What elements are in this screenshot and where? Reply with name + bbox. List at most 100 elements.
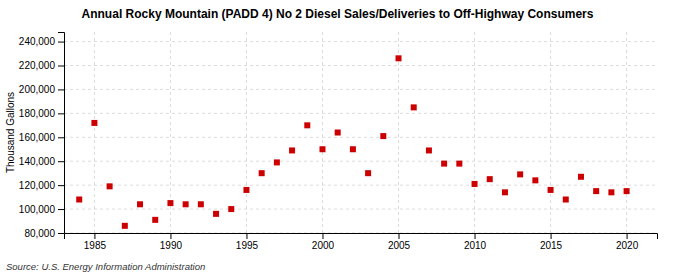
x-tick-mark <box>322 233 323 239</box>
point <box>608 189 614 195</box>
x-tick-mark <box>627 233 628 239</box>
point <box>380 133 386 139</box>
point <box>137 201 143 207</box>
y-tick-mark <box>58 233 64 234</box>
title: Annual Rocky Mountain (PADD 4) No 2 Dies… <box>82 7 594 21</box>
point <box>517 171 523 177</box>
point <box>335 130 341 136</box>
y-tick-mark <box>58 42 64 43</box>
point <box>319 146 325 152</box>
point <box>228 206 234 212</box>
x-tick: 2015 <box>540 233 563 251</box>
source-note: Source: U.S. Energy Information Administ… <box>6 261 205 272</box>
x-grid-line <box>246 32 247 233</box>
x-tick-mark <box>246 233 247 239</box>
y-axis: 80,000 100,000 120,000 140,000 160,000 180,00… <box>19 33 65 239</box>
y-tick-label: 100,000 <box>19 204 56 215</box>
point <box>289 147 295 153</box>
point <box>548 187 554 193</box>
point <box>426 147 432 153</box>
x-axis: 19851990199520002005201020152020 <box>65 233 658 251</box>
x-grid-line <box>550 32 551 233</box>
point <box>152 217 158 223</box>
y-axis-line <box>58 33 65 234</box>
y-tick-mark <box>58 161 64 162</box>
grid <box>64 32 657 233</box>
point <box>91 120 97 126</box>
y-tick-mark <box>58 66 64 67</box>
y-tick-label: 220,000 <box>19 60 56 71</box>
y-axis-title: Thousand Gallons <box>5 92 16 173</box>
point <box>487 176 493 182</box>
point <box>213 211 219 217</box>
y-tick: 120,000 <box>19 180 64 191</box>
y-tick: 80,000 <box>24 228 64 239</box>
point <box>593 188 599 194</box>
x-tick: 2000 <box>312 233 335 251</box>
y-tick: 200,000 <box>19 84 64 95</box>
point <box>274 159 280 165</box>
point <box>502 189 508 195</box>
y-grid-line <box>64 137 657 138</box>
x-tick: 2010 <box>464 233 487 251</box>
y-grid-line <box>64 65 657 66</box>
point <box>472 181 478 187</box>
y-tick: 240,000 <box>19 36 64 47</box>
y-grid-line <box>64 89 657 90</box>
x-axis-line <box>65 234 658 240</box>
x-tick-mark <box>551 233 552 239</box>
point <box>624 188 630 194</box>
y-tick-mark <box>58 89 64 90</box>
x-tick-label: 2015 <box>540 240 563 251</box>
point <box>532 177 538 183</box>
x-tick-mark <box>475 233 476 239</box>
point <box>183 201 189 207</box>
point <box>107 183 113 189</box>
x-tick: 2005 <box>388 233 411 251</box>
x-grid-line <box>626 32 627 233</box>
x-tick-label: 2000 <box>312 240 335 251</box>
x-grid-line <box>398 32 399 233</box>
chart-svg: 1985199019952000200520102015202080,00010… <box>0 0 675 275</box>
x-tick-mark <box>170 233 171 239</box>
y-tick: 220,000 <box>19 60 64 71</box>
x-tick-label: 1990 <box>160 240 183 251</box>
point <box>456 161 462 167</box>
point <box>563 197 569 203</box>
x-tick-mark <box>399 233 400 239</box>
y-tick-mark <box>58 137 64 138</box>
x-tick: 1990 <box>160 233 183 251</box>
y-tick: 180,000 <box>19 108 64 119</box>
point <box>122 223 128 229</box>
y-tick-label: 120,000 <box>19 180 56 191</box>
y-tick: 160,000 <box>19 132 64 143</box>
y-tick-label: 240,000 <box>19 36 56 47</box>
y-grid-line <box>64 41 657 42</box>
x-tick: 1995 <box>236 233 259 251</box>
x-tick-mark <box>94 233 95 239</box>
points <box>76 55 629 229</box>
y-tick-label: 140,000 <box>19 156 56 167</box>
x-tick: 2020 <box>616 233 639 251</box>
x-tick-label: 2020 <box>616 240 639 251</box>
point <box>259 170 265 176</box>
y-grid-line <box>64 113 657 114</box>
x-grid-line <box>322 32 323 233</box>
point <box>76 197 82 203</box>
y-grid-line <box>64 161 657 162</box>
y-grid-line <box>64 185 657 186</box>
point <box>411 104 417 110</box>
chart-container: 1985199019952000200520102015202080,00010… <box>0 0 675 275</box>
y-tick: 100,000 <box>19 204 64 215</box>
plot-area: 1985199019952000200520102015202080,00010… <box>19 32 658 251</box>
y-tick-label: 80,000 <box>24 228 55 239</box>
x-grid-line <box>474 32 475 233</box>
y-tick-mark <box>58 209 64 210</box>
x-grid-line <box>94 32 95 233</box>
point <box>578 174 584 180</box>
x-tick-label: 1995 <box>236 240 259 251</box>
point <box>365 170 371 176</box>
y-tick-label: 160,000 <box>19 132 56 143</box>
point <box>304 122 310 128</box>
x-tick-label: 2010 <box>464 240 487 251</box>
